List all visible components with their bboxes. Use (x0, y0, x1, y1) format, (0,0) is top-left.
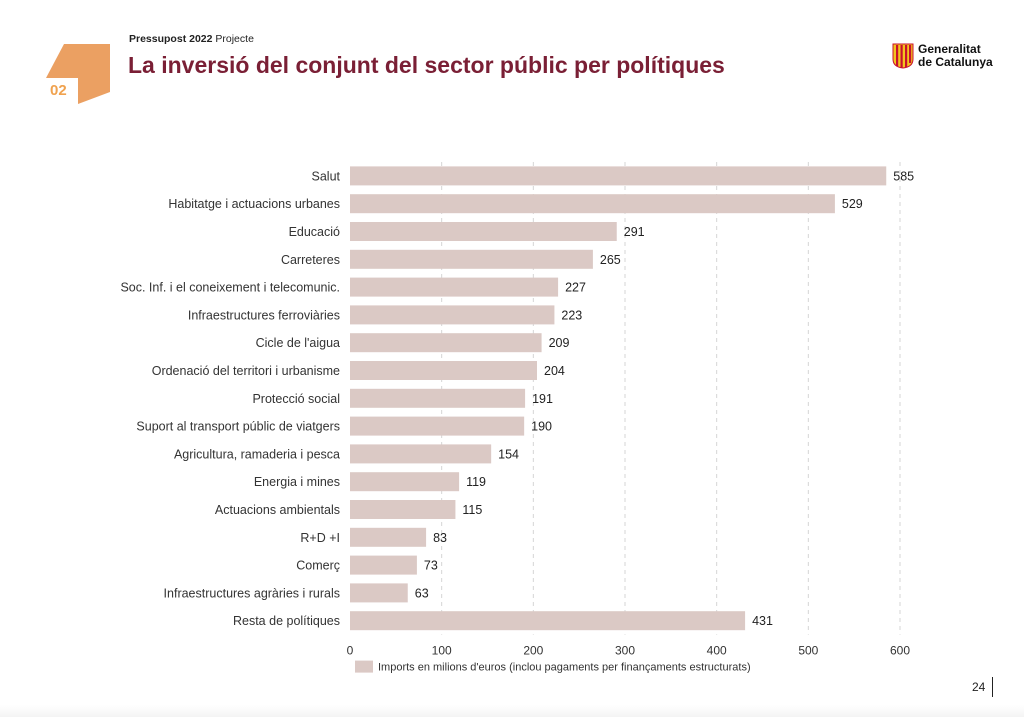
bar (350, 444, 492, 464)
category-label: Infraestructures ferroviàries (188, 308, 340, 322)
page-title: La inversió del conjunt del sector públi… (128, 52, 725, 78)
page-number: 24 (972, 677, 993, 697)
senyera-icon (892, 43, 914, 69)
data-label: 154 (498, 447, 519, 461)
subtitle-rest: Projecte (212, 33, 254, 45)
data-label: 119 (466, 475, 486, 489)
category-label: Salut (312, 169, 341, 183)
logo-line-2: de Catalunya (918, 54, 993, 69)
category-label: Carreteres (281, 253, 340, 267)
x-tick-label: 0 (347, 644, 354, 658)
bar (350, 583, 408, 603)
bar (350, 333, 542, 353)
category-label: Agricultura, ramaderia i pesca (174, 447, 340, 461)
x-tick-label: 200 (523, 644, 543, 658)
bar (350, 166, 887, 186)
category-label: Actuacions ambientals (215, 503, 340, 517)
bar (350, 361, 537, 380)
bar (350, 305, 555, 325)
data-label: 73 (424, 559, 438, 573)
bar (350, 472, 460, 492)
x-tick-label: 400 (707, 644, 727, 658)
subtitle-bold: Pressupost 2022 (129, 33, 213, 45)
data-label: 431 (752, 614, 773, 628)
section-number: 02 (50, 82, 67, 99)
bar (350, 222, 617, 241)
bar (350, 249, 593, 269)
category-label: Energia i mines (254, 475, 340, 489)
logo-line-1: Generalitat (918, 42, 981, 56)
x-tick-label: 100 (432, 644, 452, 658)
bar (350, 555, 417, 575)
data-label: 223 (561, 308, 582, 322)
data-label: 265 (600, 253, 621, 267)
bar (350, 416, 525, 436)
bar (350, 527, 427, 547)
category-label: R+D +I (300, 531, 340, 545)
category-label: Ordenació del territori i urbanisme (152, 364, 340, 378)
x-tick-label: 500 (798, 644, 818, 658)
data-label: 585 (893, 169, 914, 183)
bar (350, 500, 456, 519)
data-label: 227 (565, 281, 586, 295)
bottom-shade (0, 705, 1024, 717)
bar (350, 194, 835, 214)
document-subtitle: Pressupost 2022 Projecte (129, 33, 254, 45)
category-label: Suport al transport públic de viatgers (136, 420, 340, 434)
x-tick-label: 300 (615, 644, 635, 658)
category-label: Comerç (296, 559, 340, 573)
data-label: 190 (531, 420, 552, 434)
bar (350, 611, 746, 631)
data-label: 63 (415, 586, 429, 600)
bar (350, 277, 559, 297)
x-tick-label: 600 (890, 644, 910, 658)
data-label: 204 (544, 364, 565, 378)
legend-label: Imports en milions d'euros (inclou pagam… (378, 662, 751, 674)
data-label: 191 (532, 392, 553, 406)
category-label: Resta de polítiques (233, 614, 340, 628)
category-label: Educació (289, 225, 340, 239)
legend-swatch (355, 660, 373, 673)
category-label: Cicle de l'aigua (256, 336, 340, 350)
data-label: 83 (433, 531, 447, 545)
data-label: 529 (842, 197, 863, 211)
data-label: 291 (624, 225, 645, 239)
bar-chart: 0 100 200 300 400 500 600 Salut 585 Habitatge i a… (120, 162, 914, 674)
category-label: Soc. Inf. i el coneixement i telecomunic… (120, 281, 340, 295)
section-badge-shape (46, 44, 110, 104)
data-label: 209 (549, 336, 570, 350)
bar (350, 388, 526, 408)
data-label: 115 (462, 503, 482, 517)
category-label: Habitatge i actuacions urbanes (168, 197, 340, 211)
category-label: Infraestructures agràries i rurals (164, 586, 340, 600)
generalitat-logo: Generalitat de Catalunya (892, 41, 1002, 75)
category-label: Protecció social (252, 392, 340, 406)
